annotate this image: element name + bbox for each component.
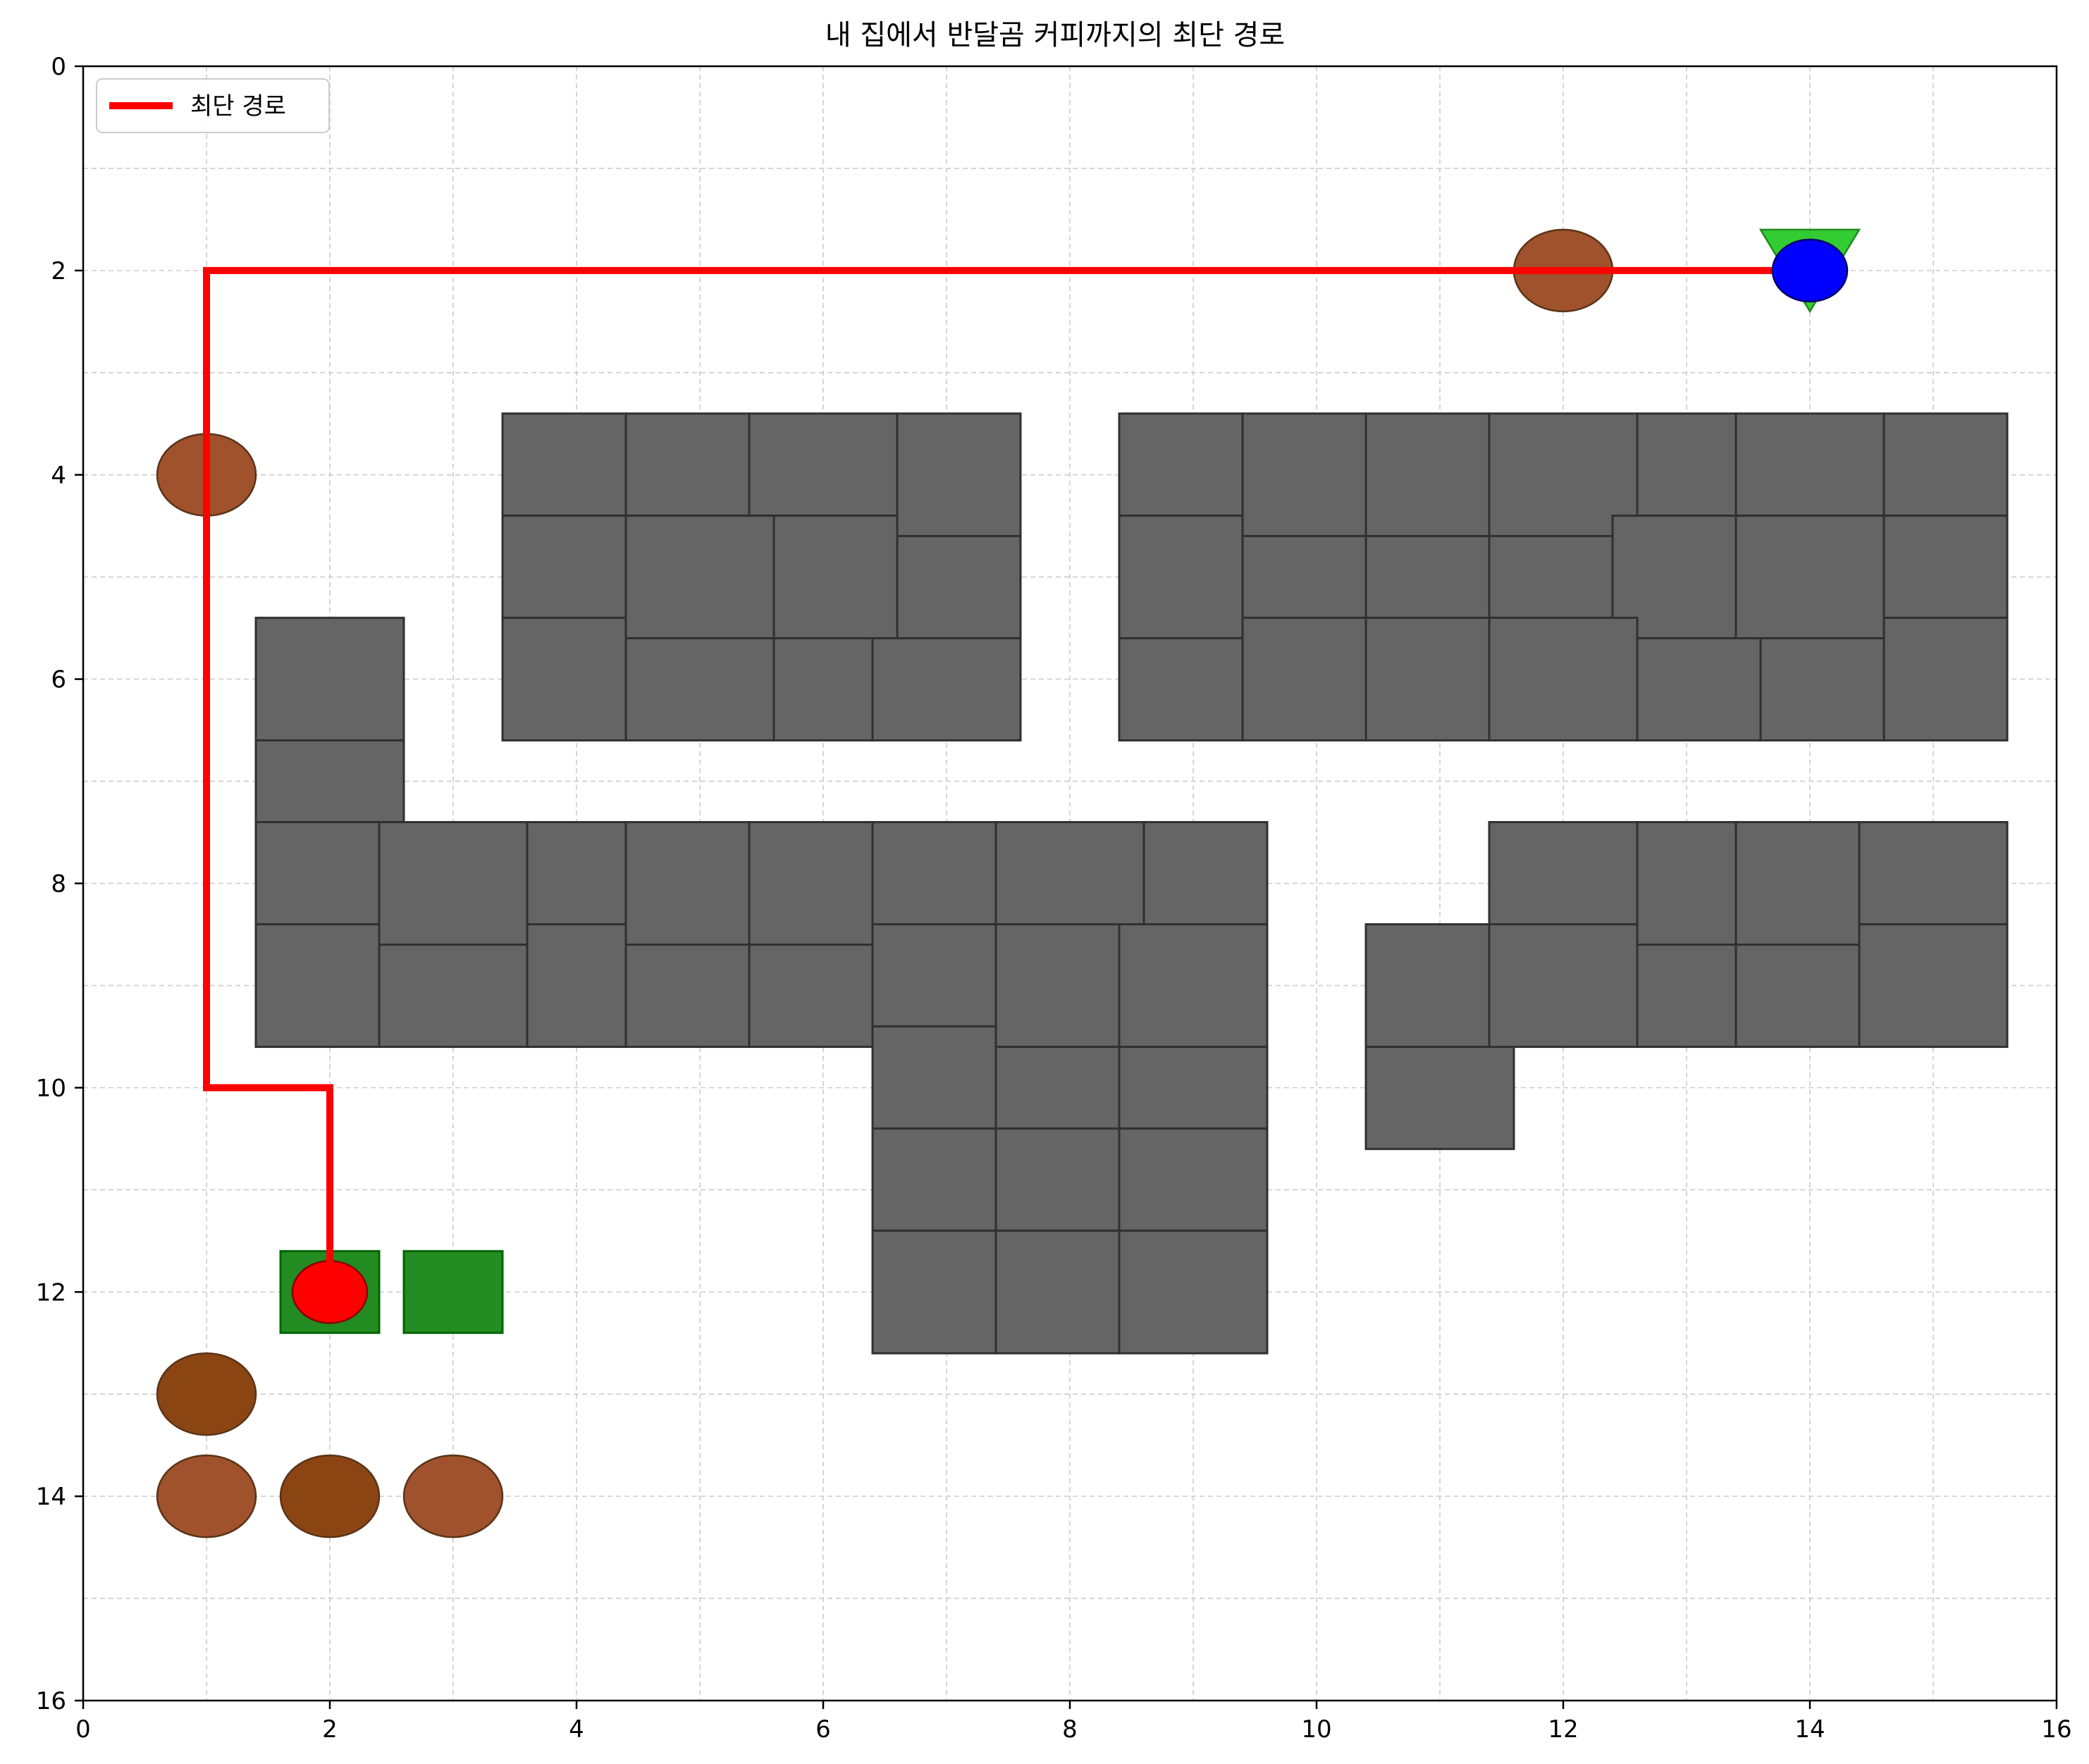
building-block <box>748 412 899 517</box>
building-block <box>1636 637 1762 742</box>
building-block <box>624 412 751 517</box>
chart-title: 내 집에서 반달곰 커피까지의 최단 경로 <box>825 19 1285 51</box>
building-block <box>1118 514 1244 640</box>
goal-marker <box>1771 238 1849 303</box>
building-block <box>1364 923 1491 1048</box>
building-block <box>1118 923 1269 1048</box>
building-block <box>1241 412 1367 538</box>
building-block <box>254 617 405 742</box>
bear-area-marker <box>156 1454 257 1538</box>
legend-box <box>96 78 330 133</box>
plot-area: 0 2 4 6 8 10 12 14 16 0 2 4 6 8 10 12 14 16 최단 경로 <box>36 53 2072 1744</box>
x-tick-label: 10 <box>1301 1715 1331 1744</box>
building-block <box>1241 535 1367 619</box>
building-block <box>378 943 529 1048</box>
building-block <box>1734 514 1885 640</box>
building-block <box>1241 617 1367 742</box>
building-block <box>254 923 381 1048</box>
building-block <box>1118 1127 1269 1232</box>
y-tick-label: 8 <box>51 870 66 899</box>
building-block <box>1118 1229 1269 1355</box>
building-block <box>1858 923 2009 1048</box>
building-block <box>624 637 775 742</box>
building-block <box>624 514 775 640</box>
building-block <box>1118 412 1244 517</box>
building-block <box>1759 637 1885 742</box>
x-tick-label: 0 <box>75 1715 91 1744</box>
building-block <box>994 821 1145 925</box>
y-tick-label: 6 <box>51 666 66 694</box>
building-block <box>871 1127 997 1232</box>
building-block <box>526 923 627 1048</box>
building-block <box>896 535 1022 640</box>
building-block <box>871 821 997 925</box>
building-block <box>501 617 627 742</box>
x-tick-label: 12 <box>1548 1715 1578 1744</box>
building-block <box>1734 943 1861 1048</box>
building-block <box>378 821 529 946</box>
x-tick-label: 8 <box>1062 1715 1078 1744</box>
y-tick-label: 16 <box>36 1687 66 1715</box>
building-block <box>1734 821 1861 946</box>
building-block <box>772 637 874 742</box>
building-block <box>871 1229 997 1355</box>
building-block <box>1882 412 2009 517</box>
x-tick-label: 6 <box>815 1715 831 1744</box>
building-block <box>1636 821 1737 946</box>
building-block <box>1488 923 1639 1048</box>
y-tick-label: 10 <box>36 1074 66 1102</box>
building-block <box>1488 821 1639 925</box>
building-block <box>748 943 874 1048</box>
building-block <box>1364 1045 1515 1150</box>
y-tick-label: 4 <box>51 462 66 490</box>
building-block <box>1488 617 1639 742</box>
building-block <box>526 821 627 925</box>
building-block <box>1488 535 1614 619</box>
building-block <box>994 1229 1121 1355</box>
y-tick-label: 0 <box>51 53 66 81</box>
legend-label: 최단 경로 <box>190 92 286 121</box>
building-block <box>994 1045 1121 1130</box>
building-block <box>871 923 997 1028</box>
building-block <box>501 514 627 619</box>
building-block <box>748 821 874 946</box>
house-square <box>402 1250 504 1334</box>
bear-area-marker <box>279 1454 381 1538</box>
bear-area-marker <box>402 1454 504 1538</box>
building-block <box>1636 412 1737 517</box>
building-block <box>772 514 899 640</box>
x-tick-label: 2 <box>322 1715 338 1744</box>
building-block <box>624 821 751 946</box>
building-block <box>994 923 1121 1048</box>
building-block <box>1364 412 1491 538</box>
building-block <box>871 637 1022 742</box>
building-block <box>1118 1045 1269 1130</box>
building-block <box>1882 514 2009 619</box>
building-block <box>1636 943 1737 1048</box>
building-block <box>1142 821 1269 925</box>
building-block <box>994 1127 1121 1232</box>
y-tick-label: 12 <box>36 1278 66 1307</box>
building-block <box>871 1025 997 1130</box>
y-tick-label: 14 <box>36 1483 66 1511</box>
building-block <box>254 739 405 824</box>
building-block <box>1734 412 1885 517</box>
building-block <box>1858 821 2009 925</box>
x-tick-label: 16 <box>2041 1715 2071 1744</box>
building-block <box>501 412 627 517</box>
building-block <box>1364 535 1491 619</box>
y-tick-label: 2 <box>51 257 66 285</box>
building-block <box>624 943 751 1048</box>
building-block <box>896 412 1022 538</box>
building-block <box>254 821 381 925</box>
building-block <box>1118 637 1244 742</box>
building-block <box>1882 617 2009 742</box>
x-tick-label: 4 <box>569 1715 584 1744</box>
x-tick-label: 14 <box>1794 1715 1825 1744</box>
building-block <box>1364 617 1491 742</box>
bear-area-marker <box>156 1352 257 1436</box>
